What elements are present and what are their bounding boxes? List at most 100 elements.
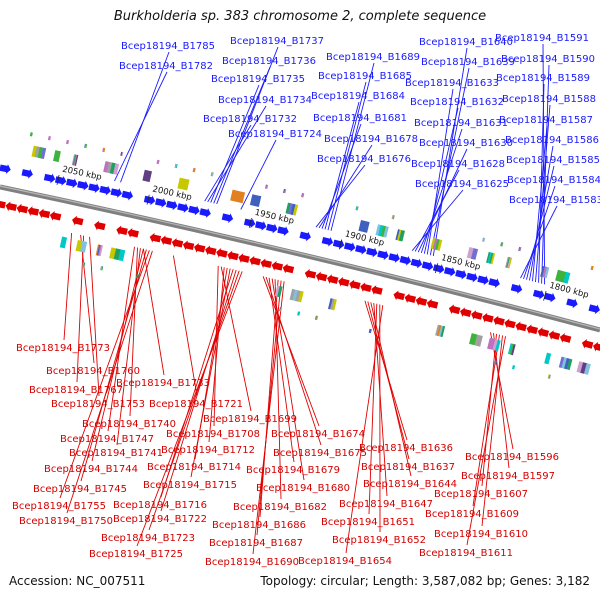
bottom-gene-connector: [76, 235, 85, 383]
top-gene-connector: [327, 81, 367, 231]
bottom-strand-gene-arrow: [593, 341, 600, 352]
bottom-cog-category-box: [576, 361, 591, 375]
top-strand-gene-arrow: [243, 218, 256, 229]
top-strand-gene-arrow: [343, 242, 356, 252]
bottom-cog-category-box: [469, 333, 483, 347]
top-rna-marker: [518, 246, 522, 252]
bottom-strand-gene-arrow: [515, 321, 527, 332]
top-rna-marker: [102, 147, 106, 153]
bottom-gene-connector: [466, 336, 506, 546]
bottom-gene-label: Bcep18194_B1721: [149, 399, 243, 410]
bottom-strand-gene-arrow: [94, 220, 106, 231]
bottom-rna-marker: [547, 374, 551, 379]
top-strand-gene-arrow: [588, 304, 600, 315]
top-cog-category-box: [71, 154, 79, 166]
top-cog-category-box: [177, 177, 190, 191]
top-strand-gene-arrow: [455, 269, 467, 280]
bottom-strand-gene-arrow: [415, 296, 428, 306]
bottom-gene-label: Bcep18194_B1741: [69, 448, 163, 459]
top-strand-gene-arrow: [166, 200, 178, 211]
top-strand-gene-arrow: [510, 284, 523, 294]
top-gene-label: Bcep18194_B1590: [501, 54, 595, 65]
top-strand-gene-arrow: [532, 289, 545, 300]
bottom-strand-gene-arrow: [38, 208, 51, 219]
bottom-gene-connector: [268, 277, 295, 463]
top-gene-label: Bcep18194_B1631: [414, 118, 508, 129]
bottom-gene-label: Bcep18194_B1722: [113, 514, 207, 525]
top-rna-marker: [264, 184, 269, 189]
bottom-gene-label: Bcep18194_B1647: [339, 499, 433, 510]
top-gene-label: Bcep18194_B1639: [421, 57, 515, 68]
bottom-strand-gene-arrow: [282, 263, 295, 274]
bottom-strand-gene-arrow: [482, 312, 494, 323]
bottom-gene-label: Bcep18194_B1716: [113, 500, 207, 511]
bottom-gene-connector: [148, 270, 240, 531]
top-gene-label: Bcep18194_B1685: [318, 71, 412, 82]
top-strand-gene-arrow: [410, 258, 423, 269]
top-rna-marker: [391, 214, 395, 220]
top-gene-label: Bcep18194_B1588: [502, 94, 596, 105]
top-strand-gene-arrow: [177, 203, 189, 213]
top-gene-connector: [426, 88, 454, 255]
bottom-strand-gene-arrow: [304, 268, 317, 279]
top-strand-gene-arrow: [477, 275, 489, 286]
top-strand-gene-arrow: [421, 261, 434, 272]
bottom-gene-label: Bcep18194_B1679: [246, 465, 340, 476]
top-strand-gene-arrow: [299, 231, 311, 242]
top-rna-marker: [210, 172, 214, 177]
bottom-strand-gene-arrow: [526, 324, 538, 335]
bottom-strand-gene-arrow: [227, 250, 239, 261]
bottom-strand-gene-arrow: [49, 210, 62, 221]
top-strand-gene-arrow: [544, 292, 556, 303]
top-cog-category-box: [31, 145, 47, 160]
top-gene-label: Bcep18194_B1678: [324, 134, 418, 145]
bottom-gene-connector: [142, 248, 165, 376]
bottom-gene-label: Bcep18194_B1651: [321, 517, 415, 528]
bottom-gene-label: Bcep18194_B1712: [161, 445, 255, 456]
bottom-gene-label: Bcep18194_B1611: [419, 548, 513, 559]
top-strand-gene-arrow: [332, 239, 345, 250]
top-gene-connector: [432, 47, 468, 256]
top-rna-marker: [283, 188, 287, 194]
bottom-strand-gene-arrow: [360, 282, 372, 293]
top-gene-label: Bcep18194_B1628: [411, 159, 505, 170]
bottom-rna-marker: [100, 266, 104, 271]
top-gene-connector: [240, 139, 277, 210]
bottom-gene-label: Bcep18194_B1610: [434, 529, 528, 540]
top-gene-label: Bcep18194_B1737: [230, 36, 324, 47]
top-rna-marker: [29, 132, 33, 137]
top-cog-category-box: [395, 229, 406, 242]
top-cog-category-box: [486, 251, 496, 265]
top-rna-marker: [301, 193, 305, 198]
bottom-strand-gene-arrow: [326, 274, 339, 284]
bottom-strand-gene-arrow: [548, 330, 561, 340]
top-gene-label: Bcep18194_B1734: [218, 95, 312, 106]
top-gene-label: Bcep18194_B1640: [419, 37, 513, 48]
bottom-gene-connector: [490, 332, 514, 450]
bottom-strand-gene-arrow: [581, 338, 594, 349]
top-rna-marker: [192, 167, 196, 173]
bottom-gene-label: Bcep18194_B1699: [203, 414, 297, 425]
bottom-gene-connector: [89, 236, 100, 397]
bottom-gene-connector: [59, 250, 150, 499]
bottom-gene-label: Bcep18194_B1753: [51, 399, 145, 410]
bottom-gene-connector: [129, 247, 138, 417]
bottom-strand-gene-arrow: [537, 327, 550, 338]
top-rna-marker: [47, 136, 51, 141]
top-gene-label: Bcep18194_B1632: [410, 97, 504, 108]
bottom-gene-label: Bcep18194_B1654: [298, 556, 392, 567]
top-rna-marker: [174, 163, 178, 169]
bottom-strand-gene-arrow: [349, 279, 361, 290]
top-cog-category-box: [53, 150, 61, 163]
bottom-gene-label: Bcep18194_B1745: [33, 484, 127, 495]
top-cog-category-box: [466, 247, 479, 260]
bottom-cog-category-box: [109, 247, 126, 262]
bottom-strand-gene-arrow: [371, 285, 383, 295]
bottom-strand-gene-arrow: [216, 248, 228, 258]
bottom-gene-label: Bcep18194_B1686: [212, 520, 306, 531]
bottom-rna-marker: [82, 262, 86, 267]
bottom-gene-connector: [370, 302, 412, 477]
top-gene-connector: [529, 145, 554, 281]
top-strand-gene-arrow: [399, 255, 411, 266]
accession-text: Accession: NC_007511: [9, 574, 146, 588]
